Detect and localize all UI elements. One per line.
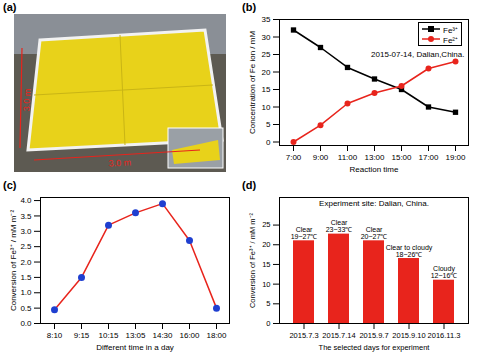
svg-text:9:00: 9:00 bbox=[313, 153, 329, 162]
svg-text:13:05: 13:05 bbox=[125, 331, 146, 340]
svg-text:14:30: 14:30 bbox=[152, 331, 173, 340]
svg-text:2015.7.3: 2015.7.3 bbox=[289, 331, 318, 340]
svg-text:Conversion of Fe³⁺ / mM m⁻²: Conversion of Fe³⁺ / mM m⁻² bbox=[248, 212, 257, 308]
svg-text:7:00: 7:00 bbox=[286, 153, 302, 162]
svg-text:25: 25 bbox=[262, 220, 270, 229]
svg-text:8:10: 8:10 bbox=[47, 331, 63, 340]
svg-text:Clear23~33℃: Clear23~33℃ bbox=[326, 219, 353, 233]
svg-text:9:15: 9:15 bbox=[74, 331, 90, 340]
svg-text:2016.11.3: 2016.11.3 bbox=[428, 331, 461, 340]
svg-text:13:00: 13:00 bbox=[364, 153, 385, 162]
svg-text:3.0 m: 3.0 m bbox=[108, 157, 131, 168]
svg-text:15: 15 bbox=[262, 85, 271, 94]
svg-text:2015-07-14, Dalian,China.: 2015-07-14, Dalian,China. bbox=[371, 50, 464, 59]
svg-text:11:00: 11:00 bbox=[338, 153, 358, 162]
html-text:Fe³⁺: Fe³⁺ bbox=[443, 25, 458, 35]
svg-text:2015.9.7: 2015.9.7 bbox=[359, 331, 388, 340]
svg-text:4.0: 4.0 bbox=[20, 196, 32, 205]
svg-text:5: 5 bbox=[266, 120, 271, 129]
svg-text:0.0: 0.0 bbox=[20, 319, 32, 328]
svg-text:2015.7.14: 2015.7.14 bbox=[322, 331, 355, 340]
svg-text:3.0 m: 3.0 m bbox=[22, 88, 33, 111]
html-text:Fe²⁺: Fe²⁺ bbox=[443, 35, 458, 45]
svg-text:5: 5 bbox=[266, 299, 270, 308]
svg-text:10:15: 10:15 bbox=[98, 331, 119, 340]
svg-text:Different time in a day: Different time in a day bbox=[96, 343, 174, 352]
html-text:(b): (b) bbox=[242, 1, 256, 13]
svg-text:10: 10 bbox=[262, 280, 270, 289]
svg-text:1.0: 1.0 bbox=[20, 288, 32, 297]
svg-text:30: 30 bbox=[262, 33, 271, 42]
svg-text:19:00: 19:00 bbox=[445, 153, 466, 162]
svg-text:20: 20 bbox=[262, 68, 271, 77]
svg-text:18:00: 18:00 bbox=[206, 331, 227, 340]
svg-text:35: 35 bbox=[262, 15, 271, 24]
svg-text:0.5: 0.5 bbox=[20, 304, 32, 313]
svg-text:Cloudy12~16℃: Cloudy12~16℃ bbox=[431, 265, 458, 279]
svg-text:Clear to cloudy18~26℃: Clear to cloudy18~26℃ bbox=[386, 244, 433, 258]
svg-text:The selected days for experime: The selected days for experiment bbox=[319, 343, 431, 352]
svg-text:2.5: 2.5 bbox=[20, 242, 32, 251]
svg-text:10: 10 bbox=[262, 103, 271, 112]
html-text:(d): (d) bbox=[242, 179, 256, 191]
svg-text:3.5: 3.5 bbox=[20, 211, 32, 220]
svg-text:Clear20~27℃: Clear20~27℃ bbox=[361, 226, 388, 240]
svg-text:Concentration of Fe ion / mM: Concentration of Fe ion / mM bbox=[248, 31, 257, 134]
svg-text:15: 15 bbox=[262, 260, 270, 269]
html-text:(c): (c) bbox=[3, 179, 17, 191]
svg-text:Reaction time: Reaction time bbox=[350, 165, 399, 174]
svg-text:2015.9.10: 2015.9.10 bbox=[392, 331, 425, 340]
svg-text:17:00: 17:00 bbox=[418, 153, 439, 162]
svg-text:Experiment site: Dalian, China: Experiment site: Dalian, China. bbox=[319, 199, 429, 208]
svg-text:Conversion of Fe³⁺ / mM m⁻²: Conversion of Fe³⁺ / mM m⁻² bbox=[9, 210, 18, 311]
svg-text:20: 20 bbox=[262, 240, 270, 249]
svg-text:1.5: 1.5 bbox=[20, 273, 32, 282]
svg-text:2.0: 2.0 bbox=[20, 258, 32, 267]
svg-text:15:00: 15:00 bbox=[391, 153, 412, 162]
svg-text:0: 0 bbox=[266, 319, 270, 328]
svg-text:Clear19~27℃: Clear19~27℃ bbox=[291, 226, 318, 240]
html-text:(a): (a) bbox=[3, 1, 17, 13]
svg-text:0: 0 bbox=[266, 138, 271, 147]
svg-text:25: 25 bbox=[262, 50, 271, 59]
svg-text:16:00: 16:00 bbox=[179, 331, 200, 340]
svg-text:3.0: 3.0 bbox=[20, 227, 32, 236]
